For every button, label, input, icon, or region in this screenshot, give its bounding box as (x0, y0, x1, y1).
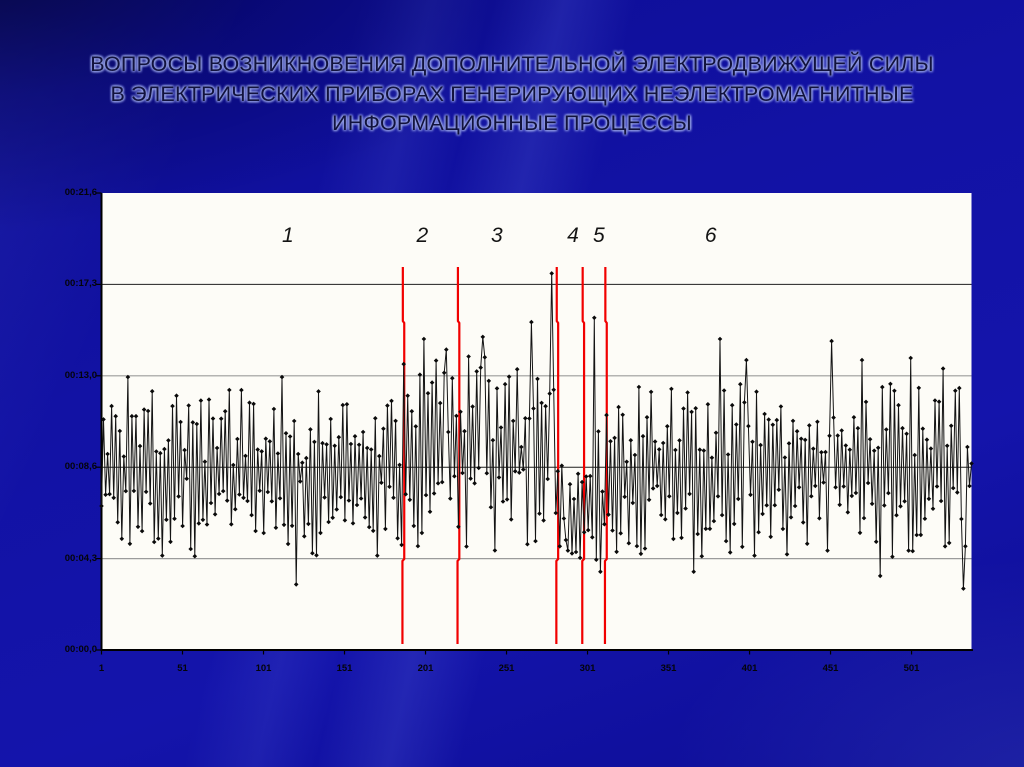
data-series (99, 271, 974, 591)
title-line-3: ИНФОРМАЦИОННЫЕ ПРОЦЕССЫ (332, 111, 692, 135)
x-axis-tick-label: 1 (98, 663, 105, 674)
x-axis-tick-label: 251 (498, 663, 515, 674)
slide-title: ВОПРОСЫ ВОЗНИКНОВЕНИЯ ДОПОЛНИТЕЛЬНОЙ ЭЛЕ… (20, 50, 1004, 139)
x-axis-tick-label: 151 (336, 663, 353, 674)
title-line-1: ВОПРОСЫ ВОЗНИКНОВЕНИЯ ДОПОЛНИТЕЛЬНОЙ ЭЛЕ… (90, 52, 934, 76)
segment-label: 6 (704, 224, 717, 247)
x-axis-tick-label: 301 (579, 663, 596, 674)
x-axis-tick-label: 201 (417, 663, 434, 674)
y-axis-tick-label: 00:21,6 (64, 187, 97, 198)
segment-label: 2 (416, 224, 429, 247)
segment-label: 4 (567, 224, 579, 247)
x-axis-tick-label: 101 (255, 663, 272, 674)
title-line-2: В ЭЛЕКТРИЧЕСКИХ ПРИБОРАХ ГЕНЕРИРУЮЩИХ НЕ… (110, 81, 914, 106)
segment-label: 3 (490, 224, 503, 247)
series-polyline (101, 273, 972, 589)
segment-label: 1 (281, 224, 294, 247)
x-axis-tick-label: 451 (822, 663, 839, 674)
y-axis-tick-label: 00:17,3 (64, 278, 97, 290)
x-axis-tick-label: 501 (903, 663, 920, 674)
y-axis-tick-label: 00:13,0 (64, 369, 97, 381)
y-axis-tick-label: 00:04,3 (64, 552, 97, 564)
x-axis-tick-label: 401 (741, 663, 758, 674)
axes (100, 193, 973, 651)
y-axis-tick-label: 00:08,6 (64, 461, 97, 473)
series-diamond-markers (99, 271, 974, 591)
segment-label: 5 (593, 224, 605, 247)
y-axis-tick-label: 00:00,0 (64, 644, 97, 655)
x-axis-tick-label: 351 (660, 663, 677, 674)
x-axis-tick-label: 51 (177, 663, 188, 674)
